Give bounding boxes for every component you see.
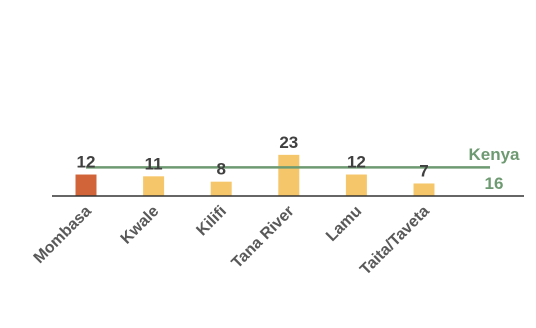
value-label: 8 xyxy=(216,160,225,179)
bars-layer xyxy=(75,154,435,196)
value-label: 11 xyxy=(145,154,163,173)
bar-taita-taveta xyxy=(413,183,435,196)
x-tick-label: Kwale xyxy=(118,203,163,248)
value-label: 23 xyxy=(279,133,298,152)
value-label: 7 xyxy=(419,161,428,180)
bar-kilifi xyxy=(210,181,232,196)
x-tick-label: Taita/Taveta xyxy=(357,203,433,279)
reference-label-value: 16 xyxy=(485,174,504,193)
labels-layer: 12 Mombasa 11 Kwale 8 Kilifi 23 Tana River 12 Lam… xyxy=(31,133,433,279)
x-tick-label: Tana River xyxy=(229,203,298,272)
bar-lamu xyxy=(345,174,367,196)
value-label: 12 xyxy=(77,153,96,172)
x-tick-label: Lamu xyxy=(323,203,365,245)
bar-tana-river xyxy=(278,154,300,196)
reference-label-name: Kenya xyxy=(468,145,520,164)
x-tick-label: Kilifi xyxy=(193,203,230,240)
value-label: 12 xyxy=(347,153,366,172)
bar-mombasa xyxy=(75,174,97,196)
x-tick-label: Mombasa xyxy=(31,203,95,267)
bar-kwale xyxy=(143,176,165,196)
